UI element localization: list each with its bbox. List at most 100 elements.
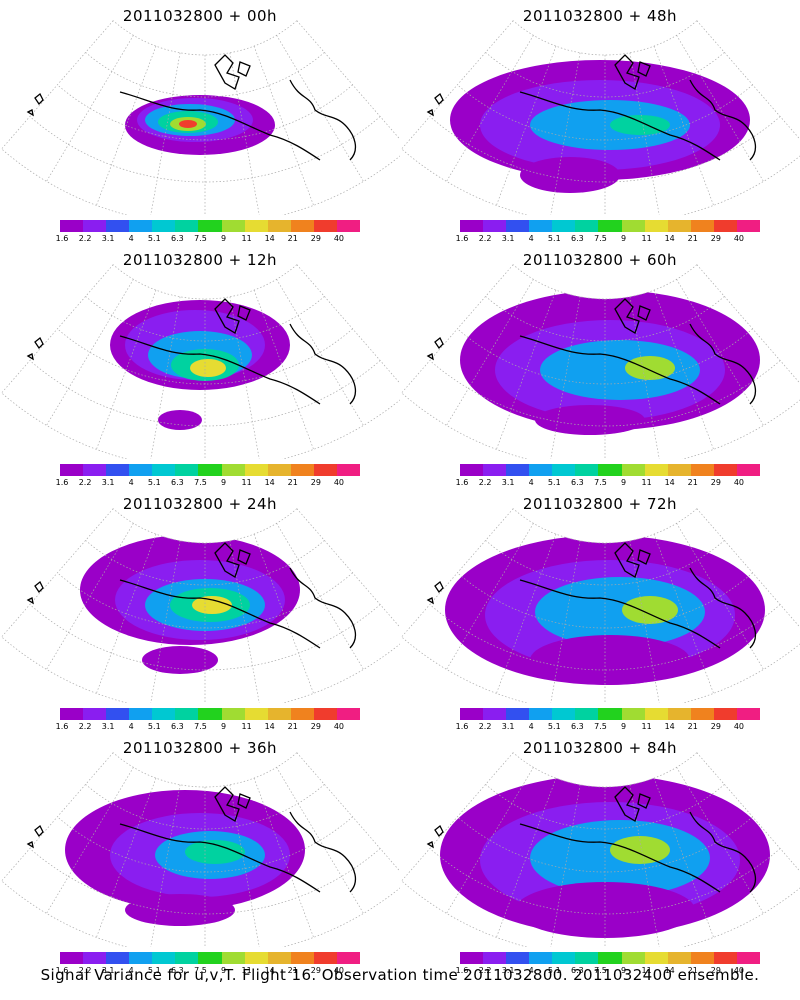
colorbar-swatch xyxy=(506,464,530,476)
colorbar-labels: 1.6 2.2 3.1 4 5.1 6.3 7.5 9 11 14 21 29 40 xyxy=(56,478,360,490)
colorbar-swatch xyxy=(129,464,153,476)
colorbar-tick-label: 5.1 xyxy=(147,722,161,731)
colorbar-swatch xyxy=(552,220,576,232)
colorbar-swatch xyxy=(575,464,599,476)
colorbar-swatch xyxy=(60,220,84,232)
colorbar-swatch xyxy=(736,220,761,232)
colorbar-swatch xyxy=(152,220,176,232)
colorbar-tick-label: 21 xyxy=(287,478,298,487)
variance-contour xyxy=(158,410,202,430)
colorbar-swatch xyxy=(290,952,314,964)
colorbar-swatch xyxy=(106,708,130,720)
colorbar-labels: 1.6 2.2 3.1 4 5.1 6.3 7.5 9 11 14 21 29 40 xyxy=(456,478,760,490)
panel-title: 2011032800 + 24h xyxy=(122,495,278,513)
colorbar-tick-label: 11 xyxy=(241,722,252,731)
colorbar-tick-label: 29 xyxy=(310,478,321,487)
colorbar-tick-label: 14 xyxy=(264,722,275,731)
colorbar-tick-label: 4 xyxy=(528,722,534,731)
colorbar-tick-label: 9 xyxy=(620,966,627,975)
colorbar-tick-label: 14 xyxy=(664,966,675,975)
colorbar-tick-label: 21 xyxy=(287,234,298,243)
polar-map xyxy=(401,20,800,215)
colorbar-tick-label: 1.6 xyxy=(455,234,469,243)
colorbar-swatch xyxy=(460,220,484,232)
colorbar-tick-label: 5.1 xyxy=(147,234,161,243)
colorbar-swatch xyxy=(598,220,622,232)
colorbar-swatch xyxy=(198,464,222,476)
colorbar-swatch xyxy=(667,220,691,232)
colorbar xyxy=(60,220,361,232)
colorbar-labels: 1.6 2.2 3.1 4 5.1 6.3 7.5 9 11 14 21 29 40 xyxy=(56,966,360,978)
colorbar-swatch xyxy=(336,708,361,720)
colorbar-tick-label: 29 xyxy=(310,234,321,243)
colorbar-swatch xyxy=(713,464,737,476)
panel-title: 2011032800 + 36h xyxy=(122,739,278,757)
colorbar-swatch xyxy=(667,708,691,720)
colorbar-tick-label: 1.6 xyxy=(55,722,69,731)
colorbar-swatch xyxy=(198,220,222,232)
colorbar-tick-label: 4 xyxy=(528,966,534,975)
coastline xyxy=(26,786,357,893)
colorbar-swatch xyxy=(483,708,507,720)
colorbar-swatch xyxy=(152,952,176,964)
colorbar-tick-label: 29 xyxy=(710,722,721,731)
variance-contour xyxy=(185,840,245,864)
colorbar-tick-label: 21 xyxy=(687,722,698,731)
colorbar-tick-label: 7.5 xyxy=(594,966,607,975)
colorbar-swatch xyxy=(83,952,107,964)
polar-map xyxy=(1,20,400,215)
coastline xyxy=(426,298,757,405)
colorbar-tick-label: 6.3 xyxy=(571,234,584,243)
variance-contour xyxy=(530,635,690,685)
colorbar-swatch xyxy=(506,952,530,964)
colorbar-swatch xyxy=(713,708,737,720)
colorbar-swatch xyxy=(736,952,761,964)
colorbar-tick-label: 2.2 xyxy=(78,478,92,487)
colorbar xyxy=(460,464,761,476)
variance-contour xyxy=(190,359,226,377)
map-panel: 2011032800 + 72h 1.6 2.2 3.1 4 5.1 6.3 7.5 9 11 14… xyxy=(400,488,800,733)
colorbar-swatch xyxy=(713,220,737,232)
colorbar-tick-label: 29 xyxy=(710,478,721,487)
polar-map xyxy=(1,752,400,947)
colorbar-swatch xyxy=(83,708,107,720)
colorbar-tick-label: 6.3 xyxy=(571,966,584,975)
colorbar-tick-label: 4 xyxy=(528,234,534,243)
colorbar-swatch xyxy=(244,708,268,720)
colorbar-tick-label: 1.6 xyxy=(55,478,69,487)
graticule xyxy=(401,20,800,215)
colorbar-tick-label: 9 xyxy=(220,722,227,731)
colorbar xyxy=(60,708,361,720)
colorbar-swatch xyxy=(529,464,553,476)
colorbar-tick-label: 21 xyxy=(287,722,298,731)
colorbar-tick-label: 6.3 xyxy=(171,234,184,243)
panel-title: 2011032800 + 12h xyxy=(122,251,278,269)
coastline xyxy=(426,542,757,649)
colorbar-swatch xyxy=(575,952,599,964)
variance-contour xyxy=(625,356,675,380)
colorbar-swatch xyxy=(529,952,553,964)
variance-contour xyxy=(535,405,645,435)
colorbar-tick-label: 4 xyxy=(128,722,134,731)
colorbar-swatch xyxy=(83,464,107,476)
colorbar-swatch xyxy=(552,952,576,964)
colorbar-tick-label: 40 xyxy=(733,966,745,975)
colorbar-swatch xyxy=(621,708,645,720)
colorbar-tick-label: 1.6 xyxy=(455,722,469,731)
colorbar-tick-label: 40 xyxy=(733,234,745,243)
colorbar-tick-label: 14 xyxy=(664,722,675,731)
colorbar-swatch xyxy=(175,952,199,964)
colorbar-tick-label: 7.5 xyxy=(194,478,207,487)
colorbar-labels: 1.6 2.2 3.1 4 5.1 6.3 7.5 9 11 14 21 29 40 xyxy=(56,234,360,246)
variance-contour xyxy=(192,596,232,614)
map-panel: 2011032800 + 84h 1.6 2.2 3.1 4 5.1 6.3 7.5 9 11 14… xyxy=(400,732,800,977)
colorbar-swatch xyxy=(221,220,245,232)
colorbar-swatch xyxy=(221,464,245,476)
colorbar-swatch xyxy=(690,952,714,964)
colorbar-swatch xyxy=(552,708,576,720)
colorbar-tick-label: 11 xyxy=(241,234,252,243)
colorbar-swatch xyxy=(598,464,622,476)
colorbar-swatch xyxy=(336,464,361,476)
colorbar-swatch xyxy=(129,220,153,232)
colorbar-swatch xyxy=(336,220,361,232)
